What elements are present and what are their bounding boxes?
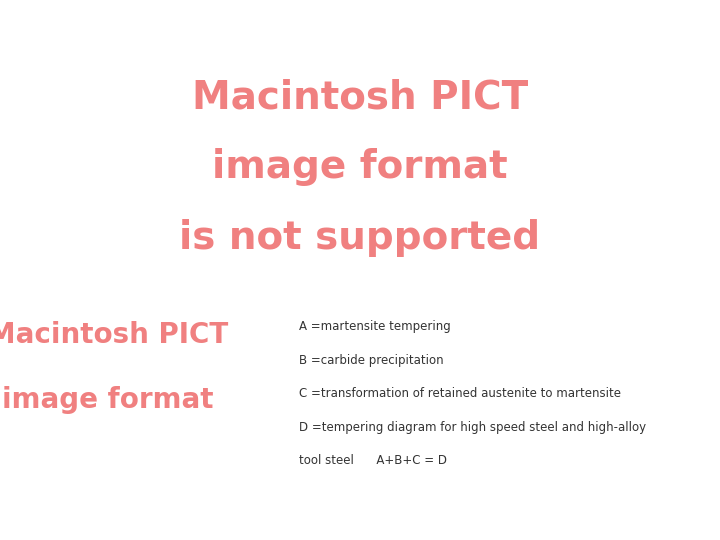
Text: C =transformation of retained austenite to martensite: C =transformation of retained austenite … — [299, 387, 621, 400]
Text: D =tempering diagram for high speed steel and high-alloy: D =tempering diagram for high speed stee… — [299, 421, 646, 434]
Text: Macintosh PICT: Macintosh PICT — [0, 321, 228, 349]
Text: B =carbide precipitation: B =carbide precipitation — [299, 354, 444, 367]
Text: Macintosh PICT: Macintosh PICT — [192, 78, 528, 116]
Text: A =martensite tempering: A =martensite tempering — [299, 320, 451, 333]
Text: tool steel      A+B+C = D: tool steel A+B+C = D — [299, 454, 447, 467]
Text: image format: image format — [2, 386, 214, 414]
Text: is not supported: is not supported — [179, 219, 541, 256]
Text: image format: image format — [212, 148, 508, 186]
